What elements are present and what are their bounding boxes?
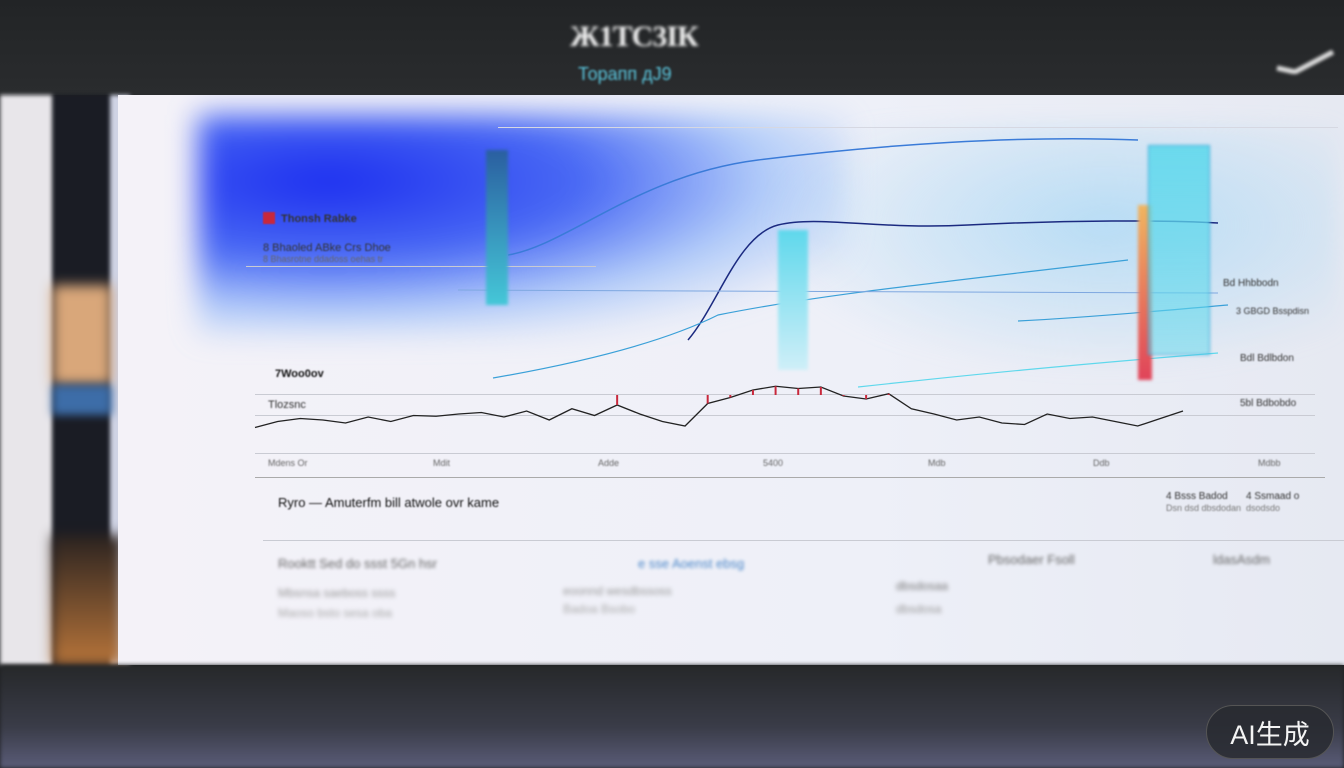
table-cell: dbsdosa [896,602,942,616]
gridline [255,453,1315,454]
y-axis-label: Tlozsnc [268,399,306,411]
check-icon [1276,49,1335,74]
blue-gradient-area [198,115,848,335]
table-header: Rooktt Sed do ssst 5Gn hsr [278,556,437,571]
table-divider [263,540,1344,541]
cyan-bar-1 [486,150,508,305]
right-label: Bdl Bdlbdon [1240,353,1294,364]
info-line-2: 8 Bhasrotne ddadoss oehas tr [263,254,384,264]
line-chart [254,385,1184,429]
x-tick-label: 5400 [763,458,784,468]
table-cell: Mbsnsa saeboss ssss [278,586,396,600]
cyan-bar-3 [1148,145,1210,355]
cyan-glow [758,125,1338,375]
ai-generated-badge: AI生成 [1206,705,1334,759]
x-tick-label: Mdb [928,458,946,468]
meta-text: Dsn dsd dbsdodan [1166,503,1242,513]
left-background [0,95,130,665]
meta-text: dsodsdo [1246,503,1281,513]
right-label: 5bl Bdbobdo [1240,398,1297,409]
legend-text: Thonsh Rabke [281,213,357,225]
monitor-screen: Thonsh Rabke 8 Bhaoled ABke Crs Dhoe 8 B… [118,95,1344,665]
right-label: Bd Hhbbodn [1223,278,1279,289]
upper-line-2 [687,220,1219,341]
upper-line-1 [507,137,1139,256]
info-line-1: 8 Bhaoled ABke Crs Dhoe [263,242,391,254]
bottom-background [0,665,1344,768]
gridline [255,415,1315,416]
top-bar: Ж1ТС3ІК Торапп дЈ9 [0,0,1344,95]
table-header: Pbsodaer Fsoll [988,552,1075,567]
gridline [255,394,1315,395]
cyan-bar-2 [778,230,808,370]
legend-label: Thonsh Rabke [263,212,357,225]
x-tick-label: Mdit [433,458,451,468]
x-tick-label: Ddb [1093,458,1110,468]
table-cell: Maoso bsto sesa oba [278,606,393,620]
divider [246,266,596,267]
upper-line-3 [492,259,1129,379]
meta-text: 4 Ssmaad o [1246,491,1300,502]
x-tick-label: Mdbb [1258,458,1281,468]
table-cell: Badoa Bsobo [563,602,636,616]
x-axis [255,477,1325,478]
table-header: ldasAsdm [1213,552,1271,567]
upper-lines [457,137,1229,388]
table-header: e sse Aoenst ebsg [638,556,745,571]
right-label: 3 GBGD Bsspdisn [1236,306,1310,316]
upper-line-4 [857,352,1219,388]
brand-subtitle: Торапп дЈ9 [578,64,672,84]
table-cell: dbsdosaa [896,579,949,593]
x-tick-label: Adde [598,458,620,468]
brand-title: Ж1ТС3ІК [570,20,699,53]
chart-title: 7Woo0ov [275,368,324,380]
chart-caption: Ryro — Amuterfm bill atwole ovr kame [278,495,500,510]
legend-swatch-icon [263,212,275,224]
top-divider [498,127,1338,128]
series-line [254,385,1184,429]
table-cell: eoonnd wesdbssoss [563,584,672,598]
meta-text: 4 Bsss Badod [1166,491,1228,502]
upper-guide [457,289,1219,294]
x-tick-label: Mdens Or [268,458,308,468]
